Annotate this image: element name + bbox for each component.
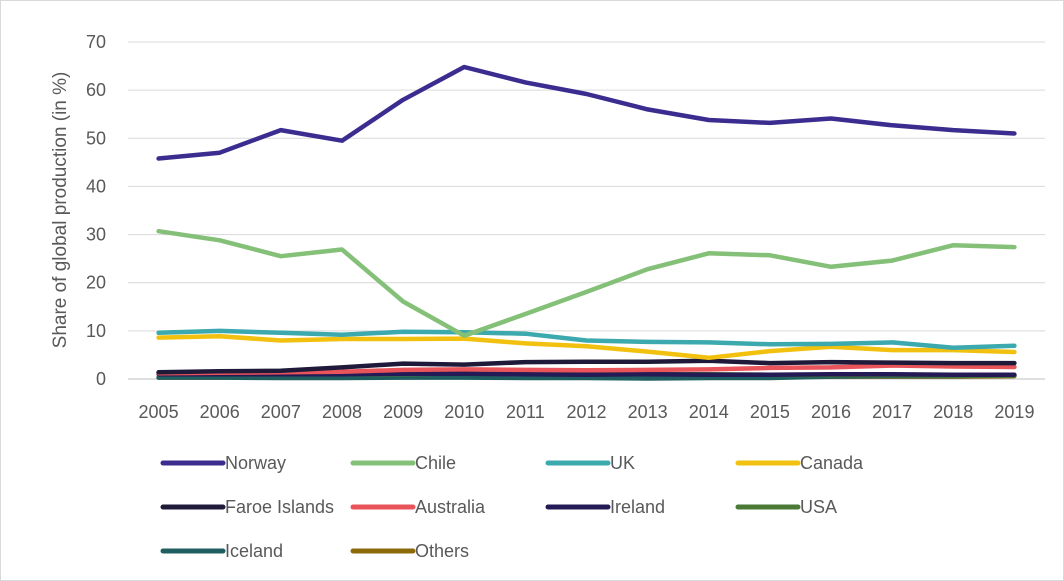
series-line-norway bbox=[156, 64, 1017, 161]
series-lines bbox=[156, 64, 1017, 381]
legend-label-ireland: Ireland bbox=[610, 497, 665, 517]
x-tick-label: 2019 bbox=[994, 402, 1034, 422]
legend-label-others: Others bbox=[415, 541, 469, 561]
x-tick-label: 2012 bbox=[566, 402, 606, 422]
y-tick-label: 60 bbox=[86, 80, 106, 100]
x-axis-tick-labels: 2005 2006 2007 2008 2009 2010 2011 2012 2013 2014… bbox=[139, 402, 1035, 422]
x-tick-label: 2009 bbox=[383, 402, 423, 422]
series-line-uk bbox=[156, 328, 1017, 350]
legend-label-canada: Canada bbox=[800, 453, 864, 473]
x-tick-label: 2005 bbox=[139, 402, 179, 422]
x-tick-label: 2006 bbox=[200, 402, 240, 422]
legend-label-faroe-islands: Faroe Islands bbox=[225, 497, 334, 517]
legend-label-usa: USA bbox=[800, 497, 837, 517]
x-tick-label: 2016 bbox=[811, 402, 851, 422]
x-tick-label: 2017 bbox=[872, 402, 912, 422]
legend-label-norway: Norway bbox=[225, 453, 286, 473]
legend: Norway Chile UK Canada Faroe Islands Australi… bbox=[160, 453, 864, 561]
series-line-faroe-islands bbox=[156, 358, 1017, 375]
legend-label-australia: Australia bbox=[415, 497, 486, 517]
x-tick-label: 2014 bbox=[689, 402, 729, 422]
legend-label-uk: UK bbox=[610, 453, 635, 473]
y-axis-title: Share of global production (in %) bbox=[50, 72, 71, 349]
series-line-australia bbox=[156, 363, 1017, 376]
x-tick-label: 2015 bbox=[750, 402, 790, 422]
x-tick-label: 2011 bbox=[506, 402, 545, 422]
y-tick-label: 40 bbox=[86, 176, 106, 196]
y-tick-label: 50 bbox=[86, 128, 106, 148]
legend-label-chile: Chile bbox=[415, 453, 456, 473]
y-tick-label: 20 bbox=[86, 273, 106, 293]
x-tick-label: 2007 bbox=[261, 402, 301, 422]
y-axis-tick-labels: 0 10 20 30 40 50 60 70 bbox=[86, 32, 106, 389]
x-tick-label: 2018 bbox=[933, 402, 973, 422]
series-line-chile bbox=[156, 228, 1017, 338]
series-line-canada bbox=[156, 333, 1017, 361]
y-tick-label: 10 bbox=[86, 321, 106, 341]
x-tick-label: 2010 bbox=[444, 402, 484, 422]
x-tick-label: 2008 bbox=[322, 402, 362, 422]
legend-label-iceland: Iceland bbox=[225, 541, 283, 561]
y-tick-label: 30 bbox=[86, 225, 106, 245]
y-tick-label: 0 bbox=[96, 369, 106, 389]
y-tick-label: 70 bbox=[86, 32, 106, 52]
x-tick-label: 2013 bbox=[628, 402, 668, 422]
